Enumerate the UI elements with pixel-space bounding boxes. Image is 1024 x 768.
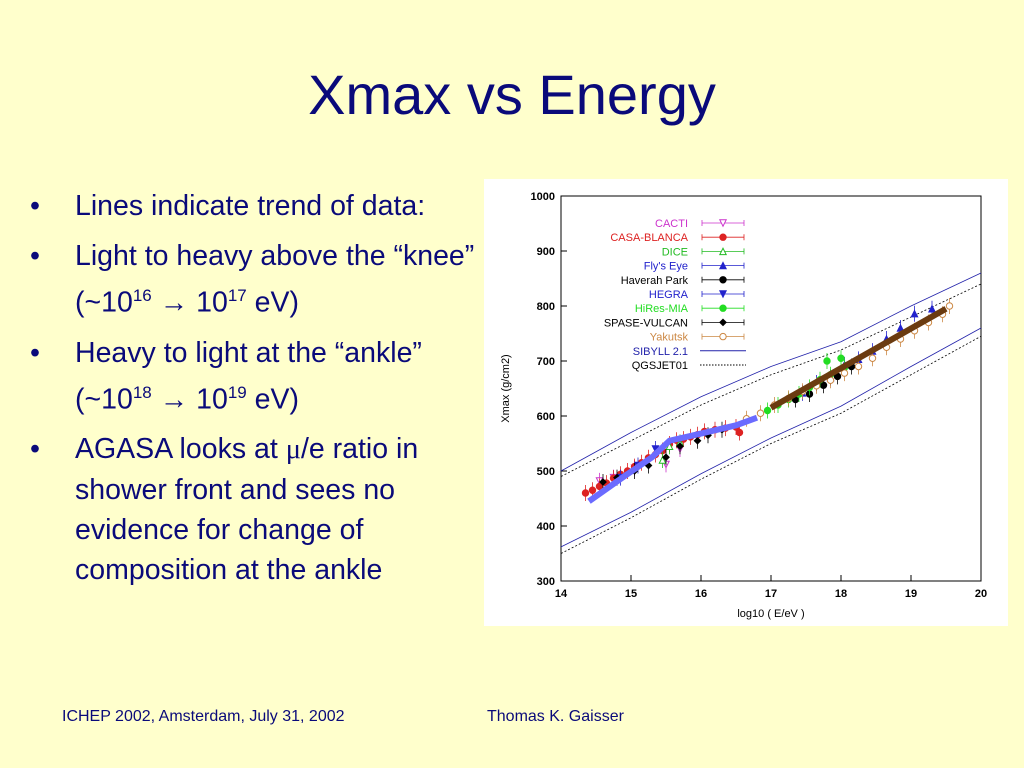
y-axis-label: Xmax (g/cm2) bbox=[500, 354, 512, 422]
bullet-text: eV) bbox=[246, 383, 300, 415]
bullet-text: 10 bbox=[196, 383, 228, 415]
bullet-item: • AGASA looks at μ/e ratio in shower fro… bbox=[30, 429, 480, 590]
bullet-dot: • bbox=[30, 190, 40, 222]
data-point bbox=[735, 428, 744, 437]
y-tick-label: 800 bbox=[537, 301, 555, 313]
legend-label: SPASE-VULCAN bbox=[604, 317, 688, 329]
data-point bbox=[823, 357, 831, 365]
arrow-symbol: → bbox=[151, 286, 197, 319]
footer-author: Thomas K. Gaisser bbox=[487, 708, 624, 725]
data-point bbox=[658, 455, 667, 464]
data-point bbox=[763, 406, 772, 415]
data-point bbox=[868, 354, 877, 362]
bullet-item: • Lines indicate trend of data: bbox=[30, 186, 480, 226]
x-tick-label: 18 bbox=[835, 588, 847, 600]
bullet-text: 10 bbox=[196, 286, 228, 319]
exponent: 16 bbox=[132, 286, 152, 305]
exponent: 18 bbox=[132, 382, 152, 402]
legend-label: CASA-BLANCA bbox=[610, 232, 688, 244]
exponent: 19 bbox=[227, 382, 247, 402]
y-tick-label: 900 bbox=[537, 246, 555, 258]
data-point bbox=[910, 309, 919, 318]
legend-label: DICE bbox=[662, 246, 688, 258]
mu-symbol: μ bbox=[285, 434, 301, 465]
legend-label: SIBYLL 2.1 bbox=[633, 346, 688, 358]
page-title: Xmax vs Energy bbox=[308, 63, 716, 126]
model-curve bbox=[560, 283, 982, 477]
model-curve bbox=[560, 335, 982, 554]
chart-svg: 14 15 16 17 18 19 20 300 400 500 600 700 800 900 1000 l… bbox=[500, 191, 987, 620]
arrow-symbol: → bbox=[151, 383, 197, 415]
y-tick-label: 500 bbox=[537, 466, 555, 478]
x-tick-label: 20 bbox=[975, 588, 987, 600]
x-tick-label: 17 bbox=[765, 588, 777, 600]
x-tick-label: 16 bbox=[695, 588, 707, 600]
data-point bbox=[718, 290, 728, 299]
bullet-text: Heavy to light at the “ankle” (~10 bbox=[75, 336, 422, 416]
xmax-chart: 14 15 16 17 18 19 20 300 400 500 600 700 800 900 1000 l… bbox=[484, 179, 1008, 626]
bullet-list: • Lines indicate trend of data: • Light … bbox=[30, 186, 480, 600]
legend-label: Haverah Park bbox=[621, 275, 689, 287]
data-point bbox=[719, 318, 727, 327]
data-point bbox=[840, 369, 849, 377]
legend-label: HEGRA bbox=[649, 289, 689, 301]
data-point bbox=[718, 261, 728, 270]
data-point bbox=[693, 436, 702, 445]
legend-label: CACTI bbox=[655, 218, 688, 230]
footer-conference: ICHEP 2002, Amsterdam, July 31, 2002 bbox=[62, 708, 345, 725]
x-tick-label: 19 bbox=[905, 588, 917, 600]
bullet-item: • Heavy to light at the “ankle” (~1018 →… bbox=[30, 333, 480, 420]
data-point bbox=[676, 442, 684, 451]
data-point bbox=[581, 489, 590, 497]
y-tick-label: 400 bbox=[537, 521, 555, 533]
legend-label: QGSJET01 bbox=[632, 360, 688, 372]
plot-frame bbox=[560, 195, 982, 582]
data-point bbox=[599, 478, 607, 486]
x-tick-label: 15 bbox=[625, 588, 637, 600]
bullet-text: eV) bbox=[246, 286, 300, 319]
data-point bbox=[945, 302, 954, 310]
trend-line bbox=[587, 414, 759, 504]
model-curve bbox=[560, 272, 982, 472]
trend-line bbox=[769, 306, 948, 411]
data-point bbox=[588, 486, 597, 494]
bullet-dot: • bbox=[30, 240, 40, 272]
exponent: 17 bbox=[227, 286, 247, 305]
data-point bbox=[756, 409, 765, 417]
bullet-text: Light to heavy above the “knee” (~10 bbox=[75, 240, 475, 319]
legend-label: HiRes-MIA bbox=[635, 303, 689, 315]
data-point bbox=[662, 453, 670, 462]
legend-label: Yakutsk bbox=[650, 332, 689, 344]
bullet-dot: • bbox=[30, 433, 40, 465]
model-curve bbox=[560, 327, 982, 548]
y-tick-label: 600 bbox=[537, 411, 555, 423]
data-point bbox=[719, 304, 727, 312]
data-point bbox=[854, 362, 863, 371]
bullet-item: • Light to heavy above the “knee” (~1016… bbox=[30, 236, 480, 323]
data-point bbox=[718, 219, 728, 228]
bullet-dot: • bbox=[30, 336, 40, 369]
y-tick-label: 300 bbox=[537, 576, 555, 588]
data-point bbox=[927, 304, 937, 313]
data-point bbox=[719, 276, 727, 284]
legend-label: Fly's Eye bbox=[644, 261, 688, 273]
y-tick-label: 1000 bbox=[531, 191, 555, 203]
data-point bbox=[719, 332, 727, 341]
x-tick-label: 14 bbox=[555, 588, 568, 600]
bullet-text: Lines indicate trend of data: bbox=[75, 190, 426, 222]
y-tick-label: 700 bbox=[537, 356, 555, 368]
x-axis-label: log10 ( E/eV ) bbox=[737, 608, 804, 620]
data-point bbox=[718, 247, 728, 256]
data-point bbox=[837, 354, 845, 362]
data-point bbox=[719, 233, 727, 241]
bullet-text: /e ratio in shower front and sees no evi… bbox=[75, 433, 419, 586]
bullet-text: AGASA looks at bbox=[75, 433, 286, 465]
